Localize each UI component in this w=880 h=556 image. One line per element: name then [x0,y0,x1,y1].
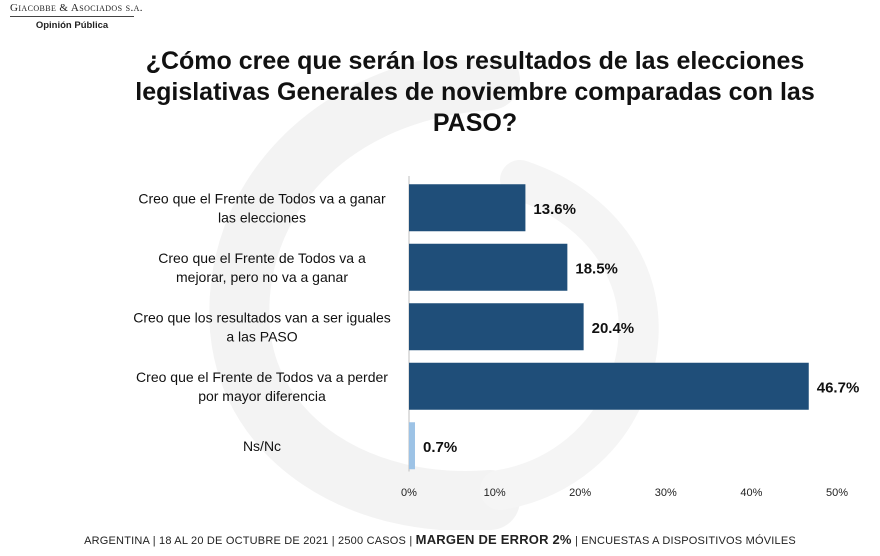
x-tick-label: 50% [826,487,848,499]
bar-1 [409,184,526,232]
x-tick-label: 40% [740,487,762,499]
value-label-1: 13.6% [533,201,576,218]
x-tick-label: 30% [655,487,677,499]
bar-4 [409,362,809,410]
x-tick-label: 20% [569,487,591,499]
category-label-line: por mayor diferencia [198,388,326,404]
category-label-line: mejorar, pero no va a ganar [176,269,348,285]
category-label-5: Ns/Nc [243,438,281,454]
category-label-line: Creo que el Frente de Todos va a perder [136,369,388,385]
value-label-3: 20.4% [592,320,635,337]
category-label-line: Ns/Nc [243,438,281,454]
category-label-4: Creo que el Frente de Todos va a perder p… [136,369,388,404]
category-label-line: Creo que el Frente de Todos va a [158,250,366,266]
category-label-line: las elecciones [218,209,306,225]
value-label-2: 18.5% [575,260,618,277]
logo-divider [10,16,134,17]
company-logo: Giacobbe & Asociados s.a. Opinión Públic… [10,2,143,31]
category-label-2: Creo que el Frente de Todos va a mejorar,… [158,250,366,285]
x-tick-label: 10% [484,487,506,499]
value-label-4: 46.7% [817,379,860,396]
bar-5 [409,422,415,470]
value-label-5: 0.7% [423,439,457,456]
bar-chart: 13.6% Creo que el Frente de Todos va a ga… [133,176,860,499]
category-label-line: Creo que el Frente de Todos va a ganar [138,190,386,206]
footer-details: ARGENTINA | 18 AL 20 DE OCTUBRE DE 2021 … [84,535,413,547]
footer-method: | ENCUESTAS A DISPOSITIVOS MÓVILES [574,535,796,547]
bar-3 [409,303,584,351]
x-tick-label: 0% [401,487,417,499]
logo-subtitle: Opinión Pública [35,20,109,31]
footer-margin-of-error: MARGEN DE ERROR 2% [415,532,572,547]
chart-title: ¿Cómo cree que serán los resultados de l… [135,47,815,137]
category-label-1: Creo que el Frente de Todos va a ganar la… [138,190,386,225]
category-label-line: Creo que los resultados van a ser iguale… [133,309,391,325]
category-label-3: Creo que los resultados van a ser iguale… [133,309,391,344]
category-label-line: a las PASO [226,328,297,344]
footer-note: ARGENTINA | 18 AL 20 DE OCTUBRE DE 2021 … [0,532,880,547]
bar-2 [409,243,568,291]
logo-name: Giacobbe & Asociados s.a. [10,2,143,14]
